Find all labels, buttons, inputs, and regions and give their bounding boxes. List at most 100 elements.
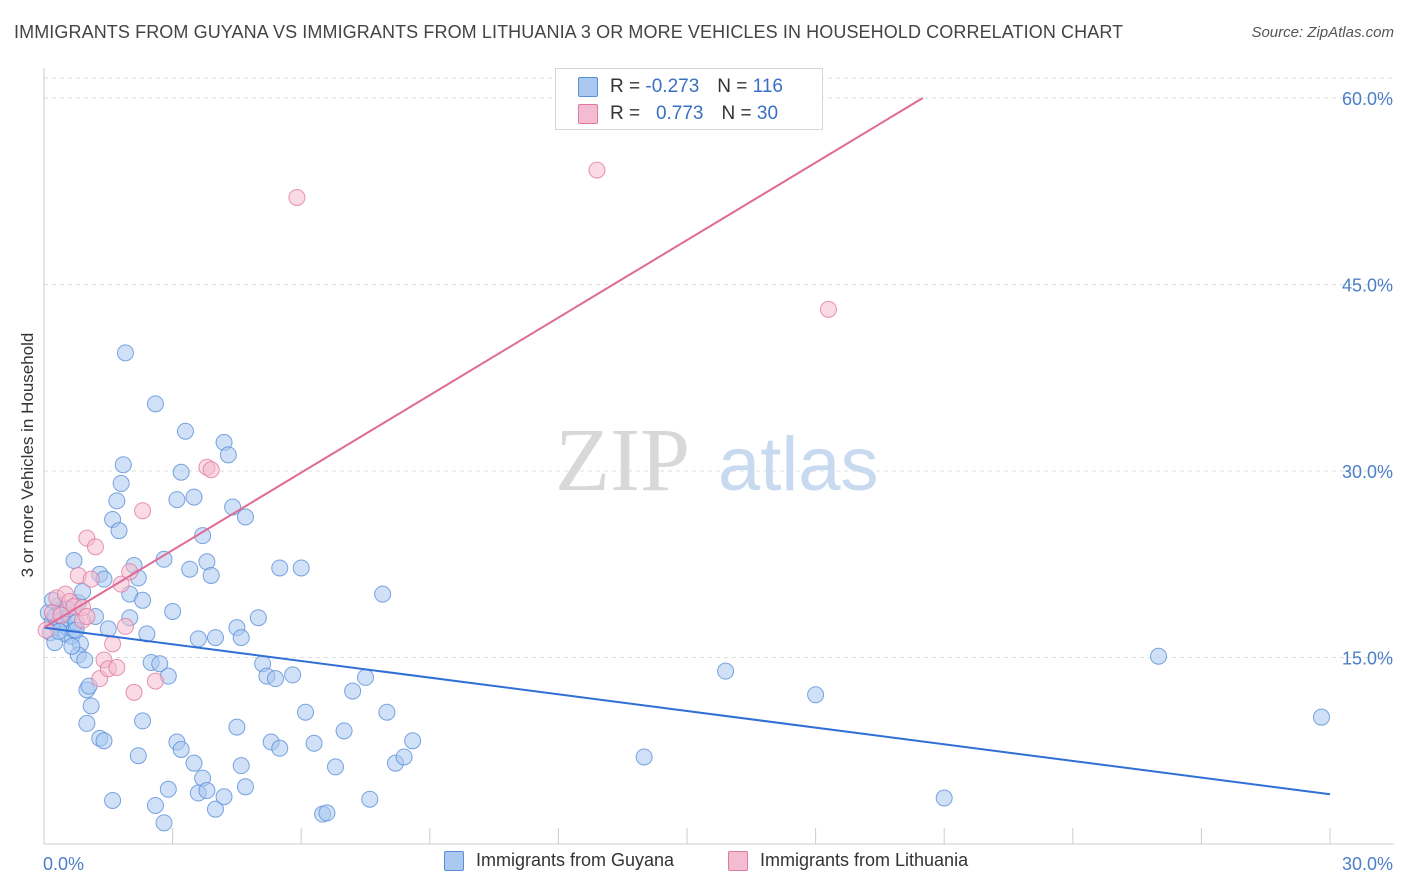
lithuania-point — [125, 683, 143, 701]
guyana-point — [206, 629, 224, 647]
guyana-point — [228, 718, 246, 736]
guyana-point — [271, 739, 289, 757]
guyana-point — [129, 747, 147, 765]
guyana-point — [172, 741, 190, 759]
legend-row-guyana: R = -0.273 N = 116 — [578, 75, 783, 99]
guyana-point — [271, 559, 289, 577]
guyana-point — [151, 655, 169, 673]
guyana-point — [807, 686, 825, 704]
legend-r-label: R = — [610, 103, 641, 124]
guyana-point — [344, 682, 362, 700]
lithuania-trendline — [43, 97, 924, 629]
lithuania-point — [112, 575, 130, 593]
series-legend: Immigrants from Guyana Immigrants from L… — [0, 850, 1406, 880]
watermark-atlas: atlas — [718, 422, 879, 507]
chart-source: Source: ZipAtlas.com — [1251, 24, 1394, 41]
lithuania-point — [819, 300, 837, 318]
lithuania-point — [588, 161, 606, 179]
guyana-point — [65, 552, 83, 570]
lithuania-point — [146, 672, 164, 690]
guyana-point — [292, 559, 310, 577]
lithuania-swatch — [578, 104, 598, 124]
guyana-point — [104, 791, 122, 809]
guyana-point — [189, 630, 207, 648]
lithuania-point — [37, 621, 55, 639]
legend-item-guyana: Immigrants from Guyana — [444, 850, 674, 871]
lithuania-point — [288, 188, 306, 206]
guyana-point — [76, 651, 94, 669]
guyana-point — [219, 446, 237, 464]
guyana-point — [296, 703, 314, 721]
guyana-point — [232, 629, 250, 647]
lithuania-point — [116, 617, 134, 635]
guyana-point — [717, 662, 735, 680]
legend-n-label: N = — [717, 76, 748, 97]
guyana-point — [284, 666, 302, 684]
lithuania-point — [108, 658, 126, 676]
guyana-point — [134, 591, 152, 609]
guyana-point — [1312, 708, 1330, 726]
x-tick-label: 30.0% — [1342, 854, 1393, 874]
guyana-point — [95, 732, 113, 750]
legend-row-lithuania: R = 0.773 N = 30 — [578, 102, 778, 126]
guyana-point — [82, 697, 100, 715]
legend-label-guyana: Immigrants from Guyana — [476, 850, 675, 870]
guyana-point — [378, 703, 396, 721]
guyana-trendline — [43, 626, 1331, 796]
chart-title: IMMIGRANTS FROM GUYANA VS IMMIGRANTS FRO… — [14, 22, 1124, 42]
legend-item-lithuania: Immigrants from Lithuania — [728, 850, 968, 871]
lithuania-point — [134, 502, 152, 520]
y-tick-label: 60.0% — [1342, 89, 1393, 109]
guyana-point — [395, 748, 413, 766]
lithuania-point — [202, 461, 220, 479]
lithuania-swatch — [728, 850, 748, 871]
guyana-point — [146, 395, 164, 413]
x-tick-label: 0.0% — [43, 854, 84, 874]
guyana-point — [155, 814, 173, 832]
y-tick-label: 30.0% — [1342, 462, 1393, 482]
lithuania-point — [86, 538, 104, 556]
guyana-point — [63, 637, 81, 655]
guyana-point — [318, 804, 336, 822]
guyana-point — [266, 670, 284, 688]
legend-n-label: N = — [721, 103, 752, 124]
y-tick-label: 15.0% — [1342, 649, 1393, 669]
guyana-point — [635, 748, 653, 766]
guyana-point — [202, 566, 220, 584]
guyana-point — [215, 788, 233, 806]
guyana-point — [1150, 647, 1168, 665]
guyana-point — [198, 782, 216, 800]
guyana-point — [168, 491, 186, 509]
guyana-point — [185, 754, 203, 772]
guyana-point — [194, 527, 212, 545]
guyana-point — [236, 778, 254, 796]
guyana-point — [935, 789, 953, 807]
guyana-point — [185, 488, 203, 506]
lithuania-point — [82, 570, 100, 588]
guyana-point — [172, 463, 190, 481]
legend-label-lithuania: Immigrants from Lithuania — [760, 850, 969, 870]
guyana-point — [206, 800, 224, 818]
legend-n-value: 116 — [752, 76, 783, 97]
y-tick-label: 45.0% — [1342, 276, 1393, 296]
legend-r-label: R = — [610, 76, 641, 97]
guyana-point — [305, 734, 323, 752]
guyana-point — [134, 712, 152, 730]
guyana-point — [176, 422, 194, 440]
legend-r-value: -0.273 — [645, 76, 700, 97]
guyana-point — [357, 668, 374, 686]
guyana-point — [116, 344, 134, 362]
guyana-point — [108, 492, 126, 510]
guyana-point — [374, 585, 392, 603]
lithuania-point — [78, 607, 96, 625]
guyana-point — [159, 780, 177, 798]
guyana-point — [110, 522, 128, 540]
guyana-point — [335, 722, 353, 740]
guyana-point — [146, 796, 164, 814]
guyana-point — [164, 602, 182, 620]
guyana-swatch — [578, 77, 598, 97]
guyana-point — [249, 609, 267, 627]
stats-legend: R = -0.273 N = 116 R = 0.773 N = 30 — [555, 68, 823, 130]
guyana-point — [361, 790, 379, 808]
